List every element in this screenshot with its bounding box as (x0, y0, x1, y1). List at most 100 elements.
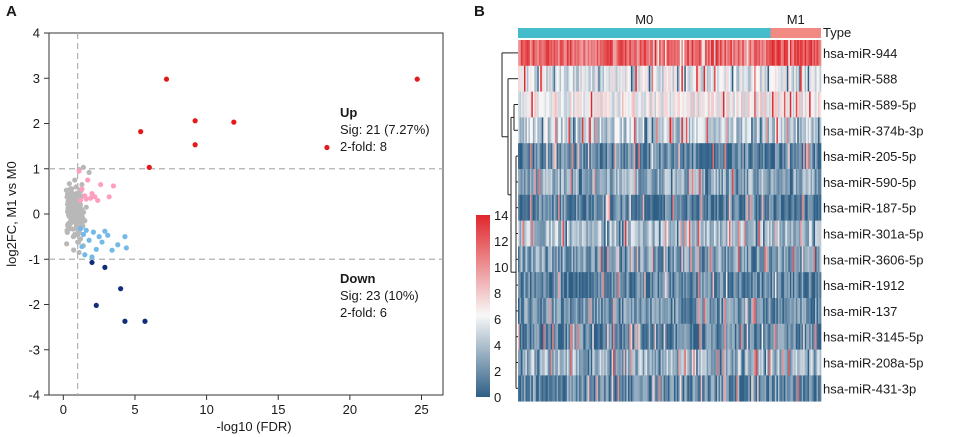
heatmap-cell (605, 375, 608, 402)
heatmap-cell (624, 375, 627, 402)
heatmap-cell (617, 220, 620, 247)
heatmap-cell (795, 272, 798, 299)
heatmap-cell (593, 117, 596, 144)
heatmap-cell (565, 91, 568, 118)
heatmap-cell (620, 272, 623, 299)
heatmap-cell (714, 298, 716, 325)
heatmap-cell (771, 323, 774, 350)
heatmap-cell (635, 349, 638, 376)
heatmap-cell (595, 349, 598, 376)
heatmap-cell (731, 40, 734, 67)
heatmap-cell (623, 194, 626, 221)
heatmap-cell (767, 298, 770, 325)
heatmap-cell (635, 298, 638, 325)
heatmap-cell (629, 349, 632, 376)
heatmap-cell (727, 349, 730, 376)
heatmap-cell (678, 272, 681, 299)
heatmap-cell (727, 91, 730, 118)
heatmap-cell (555, 323, 557, 350)
heatmap-cell (679, 375, 682, 402)
heatmap-cell (752, 272, 755, 299)
heatmap-cell (789, 298, 792, 325)
heatmap-cell (809, 143, 811, 170)
heatmap-cell (659, 323, 661, 350)
heatmap-cell (758, 194, 761, 221)
heatmap-cell (624, 143, 627, 170)
heatmap-cell (760, 40, 762, 67)
heatmap-cell (763, 246, 765, 273)
heatmap-cell (673, 272, 676, 299)
point-down-significant (80, 231, 86, 237)
heatmap-cell (626, 220, 629, 247)
heatmap-cell (590, 375, 593, 402)
heatmap-cell (589, 194, 592, 221)
heatmap-cell (653, 40, 655, 67)
type-annotation-label: Type (823, 25, 851, 40)
heatmap-cell (725, 349, 728, 376)
heatmap-cell (581, 246, 584, 273)
heatmap-cell (538, 65, 541, 92)
heatmap-cell (809, 117, 811, 144)
heatmap-cell (592, 246, 595, 273)
heatmap-cell (598, 143, 601, 170)
heatmap-cell (641, 298, 644, 325)
heatmap-cell (550, 220, 553, 247)
heatmap-cell (575, 375, 578, 402)
heatmap-cell (584, 272, 587, 299)
heatmap-cell (749, 91, 752, 118)
heatmap-cell (766, 323, 768, 350)
heatmap-cell (528, 143, 531, 170)
heatmap-cell (815, 117, 817, 144)
heatmap-cell (749, 117, 752, 144)
heatmap-cell (629, 65, 632, 92)
heatmap-cell (739, 298, 742, 325)
heatmap-cell (780, 169, 783, 196)
heatmap-cell (777, 220, 780, 247)
heatmap-cell (567, 194, 569, 221)
heatmap-cell (587, 194, 590, 221)
heatmap-cell (815, 272, 817, 299)
heatmap-cell (684, 143, 687, 170)
heatmap-cell (596, 220, 599, 247)
heatmap-cell (682, 220, 685, 247)
heatmap-cell (535, 65, 538, 92)
heatmap-cell (714, 169, 716, 196)
heatmap-cell (669, 323, 672, 350)
heatmap-cell (673, 117, 676, 144)
heatmap-cell (804, 272, 807, 299)
heatmap-cell (699, 246, 702, 273)
heatmap-cell (673, 323, 676, 350)
heatmap-cell (721, 143, 724, 170)
heatmap-cell (555, 143, 557, 170)
heatmap-cell (657, 298, 660, 325)
heatmap-cell (602, 323, 605, 350)
heatmap-cell (567, 40, 569, 67)
heatmap-cell (694, 117, 697, 144)
heatmap-cell (752, 143, 755, 170)
heatmap-cell (543, 349, 546, 376)
heatmap-cell (550, 272, 553, 299)
heatmap-cell (651, 220, 654, 247)
heatmap-cell (565, 375, 568, 402)
heatmap-cell (792, 65, 795, 92)
heatmap-cell (782, 272, 785, 299)
heatmap-cell (553, 40, 556, 67)
heatmap-cell (647, 246, 650, 273)
heatmap-cell (688, 323, 691, 350)
heatmap-cell (617, 298, 620, 325)
heatmap-cell (797, 272, 800, 299)
heatmap-cell (696, 220, 699, 247)
heatmap-cell (717, 143, 719, 170)
heatmap-cell (647, 143, 650, 170)
heatmap-cell (748, 246, 751, 273)
heatmap-cell (809, 323, 811, 350)
heatmap-cell (777, 194, 780, 221)
heatmap-cell (608, 375, 611, 402)
heatmap-cell (613, 194, 615, 221)
heatmap-cell (532, 91, 535, 118)
heatmap-cell (779, 349, 782, 376)
heatmap-cell (581, 375, 584, 402)
heatmap-cell (703, 143, 706, 170)
heatmap-cell (803, 117, 806, 144)
heatmap-cell (519, 323, 522, 350)
